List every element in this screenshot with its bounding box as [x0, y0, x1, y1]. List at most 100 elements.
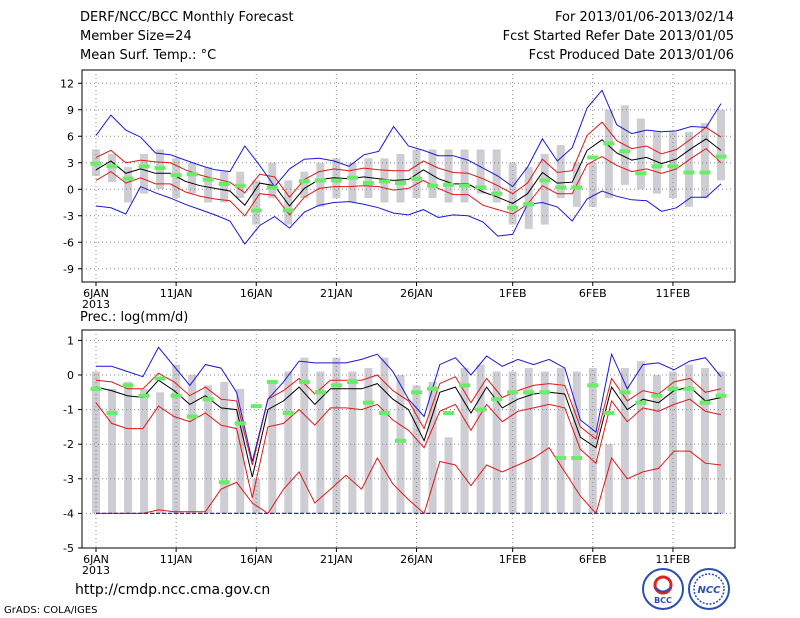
ensemble-median-mark [378, 179, 390, 184]
ensemble-range-bar [572, 371, 581, 514]
x-tick-label: 1FEB [499, 553, 527, 566]
ensemble-range-bar [556, 368, 565, 514]
ensemble-range-bar [140, 153, 149, 194]
y-tick-label: -4 [63, 507, 74, 520]
ensemble-median-mark [651, 164, 663, 169]
x-tick-label: 21JAN [320, 553, 353, 566]
header-period: For 2013/01/06-2013/02/14 [555, 10, 734, 25]
ensemble-range-bar [348, 371, 357, 514]
ensemble-median-mark [266, 379, 278, 384]
ensemble-range-bar [412, 385, 421, 514]
x-tick-label: 21JAN [320, 287, 353, 300]
bcc-emblem-icon: BCC [653, 575, 673, 605]
ensemble-range-bar [444, 149, 453, 203]
ensemble-range-bar [396, 374, 405, 514]
ensemble-median-mark [90, 161, 102, 166]
ensemble-range-bar [700, 123, 709, 199]
ensemble-range-bar [476, 364, 485, 514]
ensemble-median-mark [298, 179, 310, 184]
ensemble-range-bar [252, 478, 261, 514]
ensemble-median-mark [427, 386, 439, 391]
ensemble-range-bar [124, 167, 133, 203]
x-year-label: 2013 [82, 564, 110, 577]
y-tick-label: 6 [67, 130, 74, 143]
header-variable: Mean Surf. Temp.: °C [80, 48, 217, 63]
ensemble-median-mark [475, 407, 487, 412]
ensemble-median-mark [491, 397, 503, 402]
ensemble-median-mark [346, 379, 358, 384]
ensemble-median-mark [138, 393, 150, 398]
ensemble-median-mark [202, 397, 214, 402]
footer-url: http://cmdp.ncc.cma.gov.cn [75, 582, 271, 598]
ensemble-range-bar [204, 385, 213, 514]
ensemble-median-mark [138, 164, 150, 169]
ensemble-range-bar [540, 371, 549, 514]
ensemble-median-mark [683, 170, 695, 175]
ensemble-median-mark [571, 456, 583, 461]
ensemble-range-bar [492, 149, 501, 203]
ensemble-range-bar [524, 368, 533, 514]
ensemble-range-bar [684, 131, 693, 207]
ensemble-range-bar [428, 381, 437, 514]
y-tick-label: -2 [63, 438, 74, 451]
ensemble-range-bar [492, 371, 501, 514]
ensemble-range-bar [604, 444, 613, 514]
panel-temperature: -9 -6 -3 0 3 6 9 12 6JAN 11JAN 16JAN 21JAN 26JAN 1FEB… [60, 69, 736, 311]
ensemble-median-mark [266, 185, 278, 190]
ensemble-range-bar [364, 158, 373, 199]
ensemble-median-mark [330, 383, 342, 388]
x-tick-label: 1FEB [499, 287, 527, 300]
ensemble-median-mark [186, 414, 198, 419]
bcc-logo-label: BCC [654, 596, 672, 605]
ensemble-median-mark [250, 404, 262, 409]
ensemble-range-bar [620, 368, 629, 514]
x-tick-label: 6FEB [579, 553, 607, 566]
ensemble-median-mark [427, 183, 439, 188]
ensemble-range-bar [717, 109, 725, 181]
ensemble-median-mark [282, 208, 294, 213]
ensemble-range-bar [636, 118, 645, 190]
y-tick-label: 0 [67, 183, 74, 196]
ensemble-median-mark [106, 411, 118, 416]
ensemble-range-bar [316, 162, 325, 207]
ensemble-median-mark [619, 149, 631, 154]
ensemble-median-mark [234, 421, 246, 426]
ensemble-median-mark [106, 164, 118, 169]
ensemble-median-mark [170, 173, 182, 178]
x-tick-label: 26JAN [400, 553, 433, 566]
ensemble-range-bar [236, 388, 245, 514]
ensemble-range-bar [636, 361, 645, 514]
ensemble-range-bar [316, 371, 325, 514]
ensemble-range-bar [380, 357, 389, 514]
y-tick-label: 9 [67, 104, 74, 117]
ensemble-median-mark [475, 185, 487, 190]
ensemble-median-mark [314, 178, 326, 183]
ensemble-median-mark [539, 178, 551, 183]
ensemble-range-bar [540, 153, 549, 225]
x-tick-label: 16JAN [240, 287, 273, 300]
ensemble-range-bar [700, 368, 709, 514]
ensemble-median-mark [298, 379, 310, 384]
ensemble-range-bar [332, 357, 341, 514]
ensemble-median-mark [507, 390, 519, 395]
ensemble-median-mark [587, 155, 599, 160]
ensemble-median-mark [234, 183, 246, 188]
ensemble-median-mark [635, 400, 647, 405]
ensemble-median-mark [411, 176, 423, 181]
ensemble-median-mark [651, 393, 663, 398]
ensemble-range-bar [524, 167, 533, 229]
ensemble-median-mark [667, 386, 679, 391]
ensemble-median-mark [539, 390, 551, 395]
ensemble-range-bar [588, 368, 597, 514]
y-tick-label: -6 [63, 236, 74, 249]
ensemble-median-mark [523, 390, 535, 395]
ensemble-median-mark [459, 383, 471, 388]
ensemble-range-bar [284, 180, 293, 225]
ensemble-median-mark [603, 411, 615, 416]
ensemble-range-bar [652, 374, 661, 514]
ensemble-range-bar [476, 149, 485, 194]
y-tick-label: -5 [63, 542, 74, 555]
ensemble-median-mark [90, 386, 102, 391]
ensemble-range-bar [717, 371, 725, 514]
